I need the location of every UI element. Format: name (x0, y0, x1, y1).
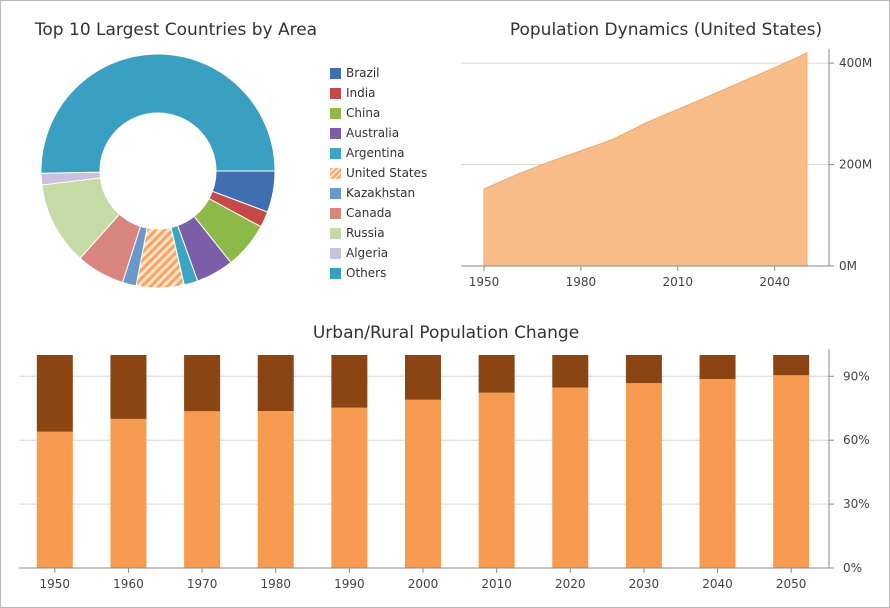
area-x-tick-label: 1980 (566, 275, 597, 289)
bar-y-tick-label: 0% (843, 561, 862, 575)
bar-urban-2040[interactable] (699, 379, 736, 568)
legend-swatch (330, 247, 341, 259)
bar-urban-2030[interactable] (625, 383, 662, 568)
pie-chart (40, 53, 276, 289)
bar-urban-1950[interactable] (36, 431, 73, 568)
area-chart: 0M 200M 400M 1950 1980 2010 2040 (461, 49, 872, 289)
legend-item-kazakhstan[interactable]: Kazakhstan (330, 183, 427, 203)
bar-urban-2010[interactable] (478, 392, 515, 568)
area-x-tick-label: 2010 (663, 275, 694, 289)
bar-x-tick-label: 2030 (629, 577, 660, 591)
area-y-tick-label: 400M (839, 56, 872, 70)
legend-swatch (330, 207, 341, 219)
legend-label: China (346, 106, 381, 120)
legend-swatch (330, 147, 341, 159)
legend-label: Others (346, 266, 387, 280)
bar-x-tick-label: 2050 (776, 577, 807, 591)
area-series[interactable] (483, 52, 808, 267)
legend-label: Brazil (346, 66, 380, 80)
bar-x-tick-label: 1990 (334, 577, 365, 591)
bar-rural-1970[interactable] (184, 355, 221, 412)
legend-label: Australia (346, 126, 400, 140)
area-y-tick-label: 0M (839, 259, 857, 273)
bar-y-tick-label: 60% (843, 433, 870, 447)
bar-urban-1980[interactable] (257, 411, 294, 568)
legend-swatch (330, 167, 341, 179)
bar-rural-2000[interactable] (405, 355, 441, 400)
bar-rural-2020[interactable] (552, 355, 589, 388)
bar-x-tick-label: 2010 (481, 577, 512, 591)
legend-item-argentina[interactable]: Argentina (330, 143, 427, 163)
legend-label: Canada (346, 206, 392, 220)
bar-urban-1990[interactable] (331, 407, 368, 568)
bar-rural-2050[interactable] (773, 355, 810, 376)
bar-urban-2020[interactable] (552, 387, 589, 568)
legend-label: Kazakhstan (346, 186, 416, 200)
bar-urban-1970[interactable] (184, 411, 221, 568)
bar-y-tick-label: 30% (843, 497, 870, 511)
bar-x-tick-label: 2020 (555, 577, 586, 591)
bar-x-tick-label: 2040 (702, 577, 733, 591)
bar-rural-1960[interactable] (110, 355, 147, 419)
legend-item-others[interactable]: Others (330, 263, 427, 283)
bar-chart-title: Urban/Rural Population Change (312, 323, 580, 343)
legend-item-india[interactable]: India (330, 83, 427, 103)
legend-swatch (330, 107, 341, 119)
bar-rural-1990[interactable] (331, 355, 368, 408)
bar-x-tick-label: 1960 (113, 577, 144, 591)
legend-label: United States (346, 166, 428, 180)
legend-item-canada[interactable]: Canada (330, 203, 427, 223)
bar-rural-2010[interactable] (478, 355, 515, 393)
bar-rural-2040[interactable] (699, 355, 736, 380)
legend-item-united-states[interactable]: United States (330, 163, 427, 183)
bar-rural-1950[interactable] (36, 355, 73, 432)
legend-swatch (330, 227, 341, 239)
legend-swatch (330, 187, 341, 199)
bar-urban-1960[interactable] (110, 418, 147, 568)
bar-urban-2000[interactable] (405, 399, 441, 568)
bar-x-tick-label: 1950 (40, 577, 71, 591)
legend-swatch (330, 87, 341, 99)
area-x-tick-label: 1950 (469, 275, 500, 289)
pie-slice-others[interactable] (40, 53, 276, 174)
legend-swatch (330, 267, 341, 279)
bar-x-tick-label: 1980 (260, 577, 291, 591)
legend-label: Algeria (346, 246, 389, 260)
bar-x-tick-label: 1970 (187, 577, 218, 591)
area-x-tick-label: 2040 (759, 275, 790, 289)
legend-item-china[interactable]: China (330, 103, 427, 123)
legend-label: Argentina (346, 146, 405, 160)
legend-label: Russia (346, 226, 385, 240)
legend-item-algeria[interactable]: Algeria (330, 243, 427, 263)
legend-swatch (330, 127, 341, 139)
bar-urban-2050[interactable] (773, 375, 810, 568)
legend-swatch (330, 67, 341, 79)
legend-item-russia[interactable]: Russia (330, 223, 427, 243)
legend-item-australia[interactable]: Australia (330, 123, 427, 143)
area-chart-title: Population Dynamics (United States) (509, 20, 823, 40)
bar-x-tick-label: 2000 (408, 577, 439, 591)
area-y-tick-label: 200M (839, 158, 872, 172)
pie-legend: Brazil India China Australia Argentina United… (330, 63, 427, 283)
bar-rural-2030[interactable] (625, 355, 662, 384)
pie-chart-title: Top 10 Largest Countries by Area (34, 20, 318, 40)
bar-y-tick-label: 90% (843, 369, 870, 383)
legend-item-brazil[interactable]: Brazil (330, 63, 427, 83)
legend-label: India (346, 86, 376, 100)
bar-rural-1980[interactable] (257, 355, 294, 412)
